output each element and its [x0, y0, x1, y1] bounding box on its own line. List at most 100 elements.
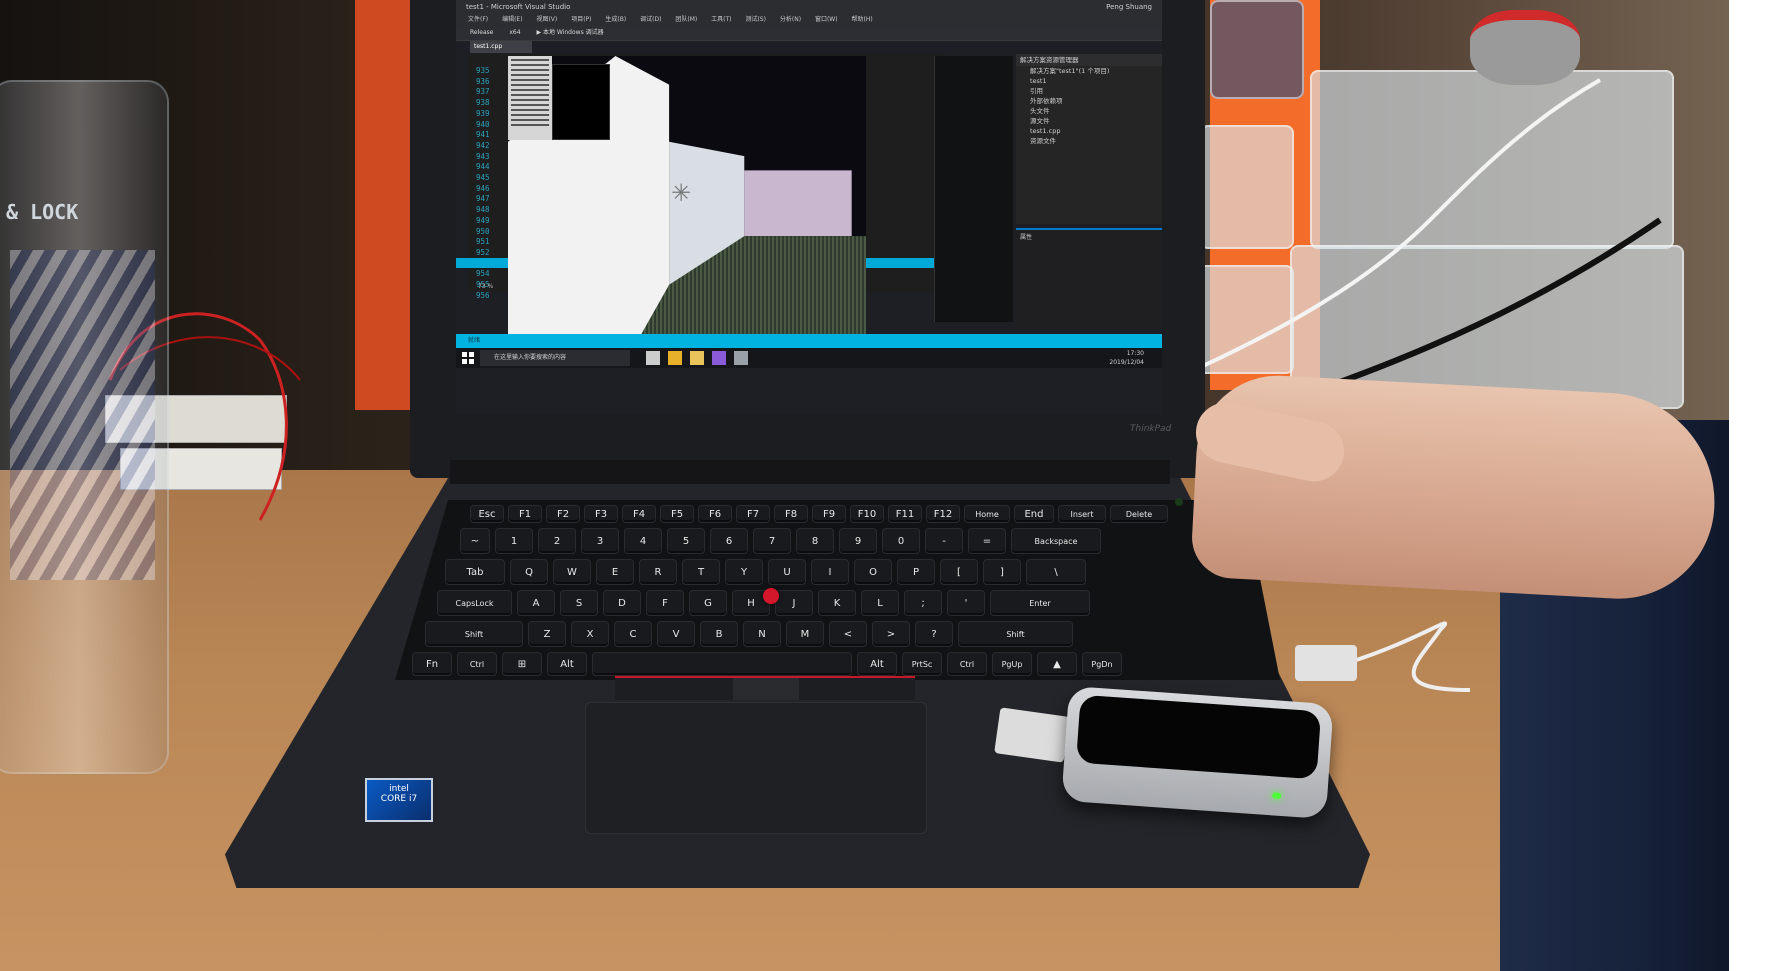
visual-studio-icon[interactable]: [712, 351, 726, 365]
key[interactable]: [592, 652, 852, 676]
header-files-node[interactable]: 头文件: [1030, 107, 1050, 115]
menu-edit[interactable]: 编辑(E): [502, 16, 523, 23]
key[interactable]: 1: [495, 528, 533, 554]
key[interactable]: \: [1026, 559, 1086, 585]
key[interactable]: M: [786, 621, 824, 647]
file-explorer-icon[interactable]: [690, 351, 704, 365]
key[interactable]: Tab: [445, 559, 505, 585]
menu-analyze[interactable]: 分析(N): [779, 16, 802, 23]
key[interactable]: 9: [839, 528, 877, 554]
key[interactable]: 4: [624, 528, 662, 554]
source-files-node[interactable]: 源文件: [1030, 117, 1050, 125]
key[interactable]: Delete: [1110, 505, 1168, 523]
key[interactable]: F4: [622, 505, 656, 523]
key[interactable]: Esc: [470, 505, 504, 523]
key[interactable]: I: [811, 559, 849, 585]
project-node[interactable]: test1: [1030, 77, 1047, 85]
key[interactable]: F1: [508, 505, 542, 523]
key[interactable]: R: [639, 559, 677, 585]
key[interactable]: G: [689, 590, 727, 616]
key[interactable]: A: [517, 590, 555, 616]
key[interactable]: T: [682, 559, 720, 585]
key[interactable]: PgUp: [992, 652, 1032, 676]
key[interactable]: Enter: [990, 590, 1090, 616]
menu-team[interactable]: 团队(M): [675, 16, 698, 23]
key[interactable]: F12: [926, 505, 960, 523]
key[interactable]: PrtSc: [902, 652, 942, 676]
menu-file[interactable]: 文件(F): [468, 16, 489, 23]
key[interactable]: 5: [667, 528, 705, 554]
editor-zoom[interactable]: 73 %: [478, 283, 494, 290]
taskbar-clock[interactable]: 17:30 2019/12/04: [1109, 349, 1144, 367]
key[interactable]: 0: [882, 528, 920, 554]
key[interactable]: PgDn: [1082, 652, 1122, 676]
key[interactable]: 7: [753, 528, 791, 554]
key[interactable]: F9: [812, 505, 846, 523]
key[interactable]: F7: [736, 505, 770, 523]
key[interactable]: ;: [904, 590, 942, 616]
key[interactable]: O: [854, 559, 892, 585]
key[interactable]: ': [947, 590, 985, 616]
key[interactable]: ~: [460, 528, 490, 554]
key[interactable]: F10: [850, 505, 884, 523]
key[interactable]: K: [818, 590, 856, 616]
key[interactable]: -: [925, 528, 963, 554]
key[interactable]: D: [603, 590, 641, 616]
menu-view[interactable]: 视图(V): [536, 16, 558, 23]
key[interactable]: ⊞: [502, 652, 542, 676]
key[interactable]: Alt: [857, 652, 897, 676]
key[interactable]: Shift: [425, 621, 523, 647]
key[interactable]: V: [657, 621, 695, 647]
key[interactable]: S: [560, 590, 598, 616]
key[interactable]: 2: [538, 528, 576, 554]
key[interactable]: F2: [546, 505, 580, 523]
external-deps-node[interactable]: 外部依赖项: [1030, 97, 1063, 105]
key[interactable]: F5: [660, 505, 694, 523]
source-file-test1[interactable]: test1.cpp: [1030, 127, 1061, 135]
key[interactable]: =: [968, 528, 1006, 554]
key[interactable]: L: [861, 590, 899, 616]
touchpad-middle-button[interactable]: [733, 676, 799, 700]
platform-select[interactable]: x64: [509, 29, 521, 36]
power-button[interactable]: [1175, 498, 1183, 506]
key[interactable]: >: [872, 621, 910, 647]
key[interactable]: ]: [983, 559, 1021, 585]
key[interactable]: Backspace: [1011, 528, 1101, 554]
build-config-select[interactable]: Release: [470, 29, 494, 36]
key[interactable]: B: [700, 621, 738, 647]
key[interactable]: H: [732, 590, 770, 616]
key[interactable]: F6: [698, 505, 732, 523]
key[interactable]: F8: [774, 505, 808, 523]
key[interactable]: Fn: [412, 652, 452, 676]
resource-files-node[interactable]: 资源文件: [1030, 137, 1056, 145]
key[interactable]: 3: [581, 528, 619, 554]
key[interactable]: 8: [796, 528, 834, 554]
key[interactable]: Y: [725, 559, 763, 585]
task-view-icon[interactable]: [646, 351, 660, 365]
touchpad[interactable]: [585, 702, 927, 834]
key[interactable]: Insert: [1058, 505, 1106, 523]
menu-help[interactable]: 帮助(H): [851, 16, 873, 23]
menu-project[interactable]: 项目(P): [571, 16, 592, 23]
key[interactable]: Home: [964, 505, 1010, 523]
key[interactable]: Shift: [958, 621, 1073, 647]
key[interactable]: Z: [528, 621, 566, 647]
solution-node[interactable]: 解决方案"test1"(1 个项目): [1030, 67, 1110, 75]
key[interactable]: U: [768, 559, 806, 585]
menu-debug[interactable]: 调试(D): [640, 16, 662, 23]
menu-test[interactable]: 测试(S): [745, 16, 766, 23]
key[interactable]: End: [1014, 505, 1054, 523]
key[interactable]: F3: [584, 505, 618, 523]
ide-user-name[interactable]: Peng Shuang: [1106, 3, 1152, 11]
references-node[interactable]: 引用: [1030, 87, 1043, 95]
taskbar-search-box[interactable]: 在这里输入你要搜索的内容: [480, 350, 630, 366]
key[interactable]: E: [596, 559, 634, 585]
game-render-window[interactable]: ✳: [508, 56, 866, 342]
key[interactable]: Q: [510, 559, 548, 585]
key[interactable]: C: [614, 621, 652, 647]
key[interactable]: F11: [888, 505, 922, 523]
key[interactable]: X: [571, 621, 609, 647]
key[interactable]: P: [897, 559, 935, 585]
key[interactable]: CapsLock: [437, 590, 512, 616]
key[interactable]: ▲: [1037, 652, 1077, 676]
